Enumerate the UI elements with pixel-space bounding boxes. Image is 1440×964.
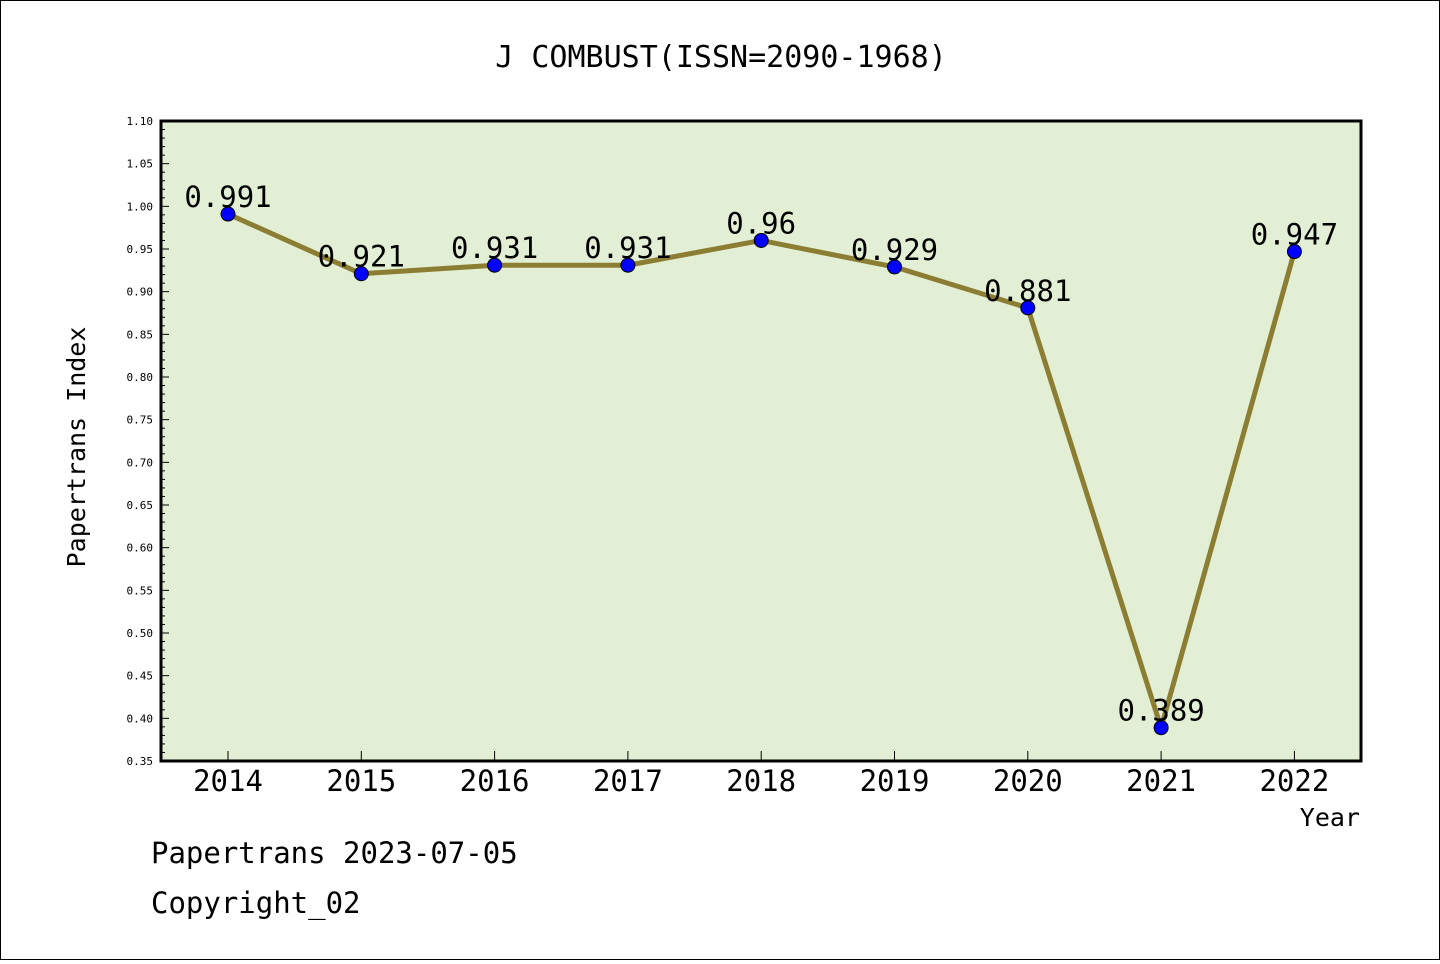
y-tick-label: 1.00 xyxy=(127,200,154,213)
y-tick-label: 0.95 xyxy=(127,243,154,256)
x-tick-label: 2016 xyxy=(460,764,530,798)
y-axis-label: Papertrans Index xyxy=(62,327,91,568)
data-label: 0.931 xyxy=(584,231,671,265)
x-tick-label: 2021 xyxy=(1126,764,1196,798)
x-axis-ticks: 2014 2015 2016 2017 2018 2019 2020 2021 2022 xyxy=(193,751,1329,798)
data-label: 0.931 xyxy=(451,231,538,265)
y-tick-label: 0.80 xyxy=(127,371,154,384)
data-label: 0.389 xyxy=(1117,694,1204,728)
data-point xyxy=(620,257,636,273)
y-tick-label: 1.05 xyxy=(127,158,154,171)
data-label: 0.921 xyxy=(318,240,405,274)
y-tick-label: 0.90 xyxy=(127,286,154,299)
data-point xyxy=(753,232,769,248)
data-label: 0.991 xyxy=(184,180,271,214)
y-tick-label: 0.85 xyxy=(127,328,154,341)
x-tick-label: 2017 xyxy=(593,764,663,798)
x-tick-label: 2015 xyxy=(326,764,396,798)
y-tick-label: 0.40 xyxy=(127,712,154,725)
x-tick-label: 2014 xyxy=(193,764,263,798)
chart-title: J COMBUST(ISSN=2090-1968) xyxy=(495,40,947,75)
data-point xyxy=(1286,244,1302,260)
data-point xyxy=(353,266,369,282)
x-tick-label: 2018 xyxy=(726,764,796,798)
y-tick-label: 0.50 xyxy=(127,627,154,640)
y-tick-label: 0.60 xyxy=(127,542,154,555)
y-tick-label: 0.75 xyxy=(127,414,154,427)
footer-copyright: Copyright_02 xyxy=(151,886,361,920)
data-point xyxy=(220,206,236,222)
y-tick-label: 0.45 xyxy=(127,670,154,683)
data-point xyxy=(887,259,902,275)
data-label: 0.96 xyxy=(726,206,796,240)
data-point xyxy=(1020,300,1036,316)
x-axis-label: Year xyxy=(1300,803,1360,832)
y-tick-label: 0.65 xyxy=(127,499,154,512)
x-tick-label: 2019 xyxy=(860,764,930,798)
y-tick-label: 0.55 xyxy=(127,584,154,597)
data-label: 0.929 xyxy=(851,233,938,267)
y-axis-ticks: 0.35 0.40 0.45 0.50 0.55 0.60 0.65 0.70 0.75 0.80… xyxy=(127,115,169,768)
data-markers xyxy=(220,206,1302,736)
data-label: 0.881 xyxy=(984,274,1071,308)
y-tick-label: 0.35 xyxy=(127,755,154,768)
footer-date: Papertrans 2023-07-05 xyxy=(151,836,518,870)
data-point xyxy=(1153,720,1169,736)
y-tick-label: 0.70 xyxy=(127,456,154,469)
data-labels: 0.991 0.921 0.931 0.931 0.96 0.929 0.881 0.389 0… xyxy=(184,180,1338,728)
x-tick-label: 2020 xyxy=(993,764,1063,798)
plot-area xyxy=(159,119,1363,763)
x-tick-label: 2022 xyxy=(1259,764,1329,798)
data-label: 0.947 xyxy=(1251,218,1338,252)
y-tick-label: 1.10 xyxy=(127,115,154,128)
data-point xyxy=(487,257,503,273)
